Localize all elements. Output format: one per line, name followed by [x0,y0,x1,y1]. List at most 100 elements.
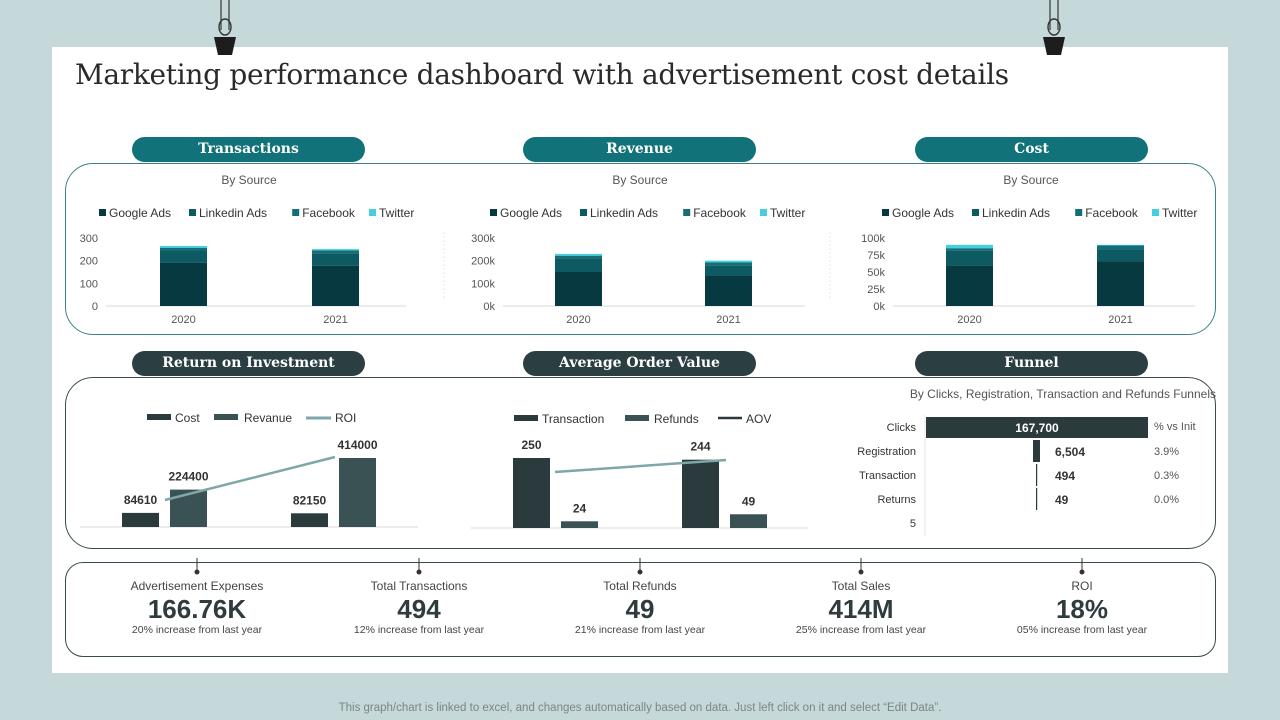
legend-label: ROI [335,411,356,425]
legend-swatch [760,209,767,216]
bar-segment [946,248,993,251]
kpi-total-transactions: Total Transactions 494 12% increase from… [309,579,529,636]
kpi-total-sales: Total Sales 414M 25% increase from last … [751,579,971,636]
legend-swatch [147,414,171,420]
bar-segment [555,253,602,256]
bar [682,459,719,528]
legend-swatch [292,209,300,216]
funnel-pct-header: % vs Init [1154,421,1196,433]
x-tick-label: 2020 [957,314,981,326]
legend-label: Linkedin Ads [199,206,267,220]
kpi-roi: ROI 18% 05% increase from last year [972,579,1192,636]
data-label: 414000 [337,438,377,452]
kpi-value: 494 [397,594,441,624]
bar-segment [312,253,359,266]
bar-segment [705,275,752,306]
kpi-note: 12% increase from last year [353,624,485,636]
funnel-value: 6,504 [1055,445,1085,459]
funnel-value: 49 [1055,493,1069,507]
bar-segment [160,250,207,263]
legend-label: Cost [175,411,200,425]
y-tick-label: 0k [873,301,885,313]
y-tick-label: 100 [80,278,98,290]
kpi-value: 414M [828,594,894,624]
x-tick-label: 2021 [716,314,740,326]
bar-segment [160,245,207,248]
legend-swatch [882,209,889,216]
kpi-note: 05% increase from last year [1016,624,1148,636]
binder-clip-icon [1043,0,1065,55]
legend-label: Twitter [379,206,414,220]
chart-subtitle: By Source [1003,173,1059,187]
kpi-note: 25% increase from last year [795,624,927,636]
legend-label: Google Ads [500,206,562,220]
kpi-label: Advertisement Expenses [130,579,264,593]
bar [170,489,207,527]
data-label: 49 [742,494,756,508]
cost-header: Cost [915,137,1148,162]
funnel-bar [1036,488,1038,510]
data-label: 224400 [168,470,208,484]
funnel-header: Funnel [915,351,1148,376]
x-tick-label: 2021 [1108,314,1132,326]
legend-swatch [1075,209,1083,216]
legend-swatch [214,414,238,420]
legend-swatch [972,209,979,216]
y-tick-label: 75k [867,250,885,262]
bar-segment [1097,249,1144,262]
x-tick-label: 2021 [323,314,347,326]
roi-header: Return on Investment [132,351,365,376]
performance-charts-frame [65,377,1216,549]
funnel-category: Registration [857,446,916,458]
legend-swatch [683,209,691,216]
legend-label: Refunds [654,412,699,426]
legend-swatch [514,415,538,421]
legend-label: Twitter [1162,206,1197,220]
kpi-value: 166.76K [147,594,247,624]
bar-segment [1097,245,1144,250]
funnel-pct: 3.9% [1154,446,1179,458]
funnel-bar [1036,464,1038,486]
kpi-note: 20% increase from last year [131,624,263,636]
legend-label: Linkedin Ads [590,206,658,220]
kpi-connector-dot [194,569,200,575]
legend-label: Twitter [770,206,805,220]
kpi-connector-dot [637,569,643,575]
bar [291,513,328,527]
chart-subtitle: By Source [221,173,277,187]
bar [561,521,598,528]
binder-clip-icon [214,0,236,55]
bar-segment [555,255,602,259]
bar-segment [160,247,207,251]
y-tick-label: 25k [867,284,885,296]
funnel-bar [926,417,1148,438]
bar-segment [160,262,207,306]
kpi-label: Total Transactions [370,579,468,593]
data-label: 250 [521,438,541,452]
legend-label: Facebook [302,206,356,220]
data-label: 244 [690,440,710,454]
chart-subtitle: By Source [612,173,668,187]
funnel-pct: 0.0% [1154,494,1179,506]
bar-segment [946,244,993,249]
bar-segment [1097,244,1144,246]
transactions-header: Transactions [132,137,365,162]
page-title: Marketing performance dashboard with adv… [75,58,1009,91]
chart-subtitle: By Clicks, Registration, Transaction and… [910,387,1216,401]
legend-swatch [580,209,587,216]
kpi-label: ROI [1071,579,1093,593]
legend-label: Google Ads [892,206,954,220]
y-tick-label: 300k [471,233,495,245]
funnel-bar [1033,440,1040,462]
bar [513,458,550,528]
y-tick-label: 0 [92,301,98,313]
legend-label: Transaction [542,412,604,426]
bar-segment [312,250,359,254]
legend-label: Linkedin Ads [982,206,1050,220]
bar-segment [946,250,993,266]
legend-label: AOV [746,412,771,426]
legend-swatch [99,209,106,216]
data-label: 24 [573,501,587,515]
bar-segment [555,272,602,306]
kpi-connector-dot [1079,569,1085,575]
